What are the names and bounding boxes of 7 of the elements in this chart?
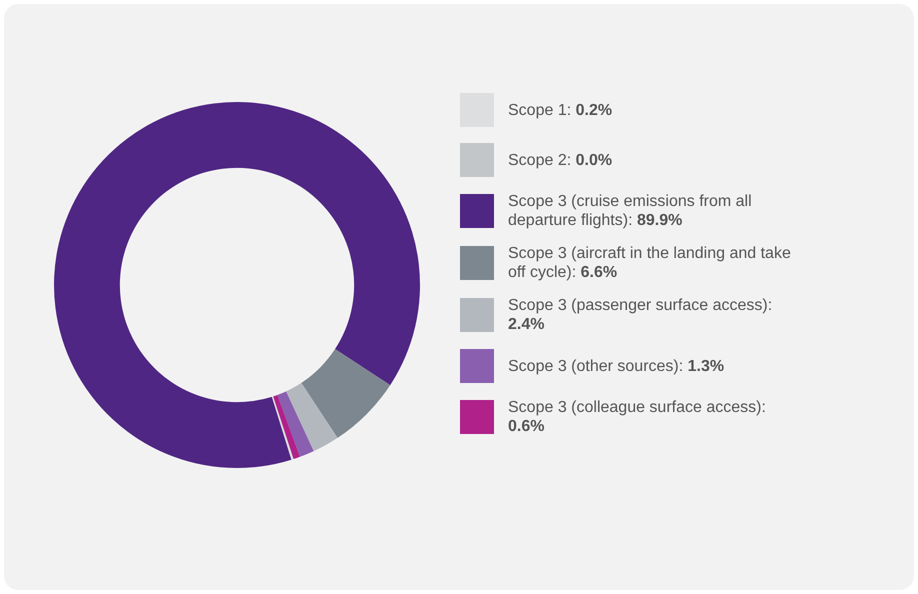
legend-label: Scope 3 (passenger surface access): 2.4%	[508, 296, 774, 334]
legend-label: Scope 2: 0.0%	[508, 150, 612, 170]
legend-label: Scope 3 (other sources): 1.3%	[508, 356, 724, 376]
legend-label: Scope 3 (cruise emissions from all departure flights): 89.9%	[508, 192, 753, 230]
legend-label: Scope 3 (aircraft in the landing and take off cycle): 6.6%	[508, 244, 792, 282]
legend-label: Scope 1: 0.2%	[508, 100, 612, 120]
legend-label: Scope 3 (colleague surface access): 0.6%	[508, 398, 767, 436]
